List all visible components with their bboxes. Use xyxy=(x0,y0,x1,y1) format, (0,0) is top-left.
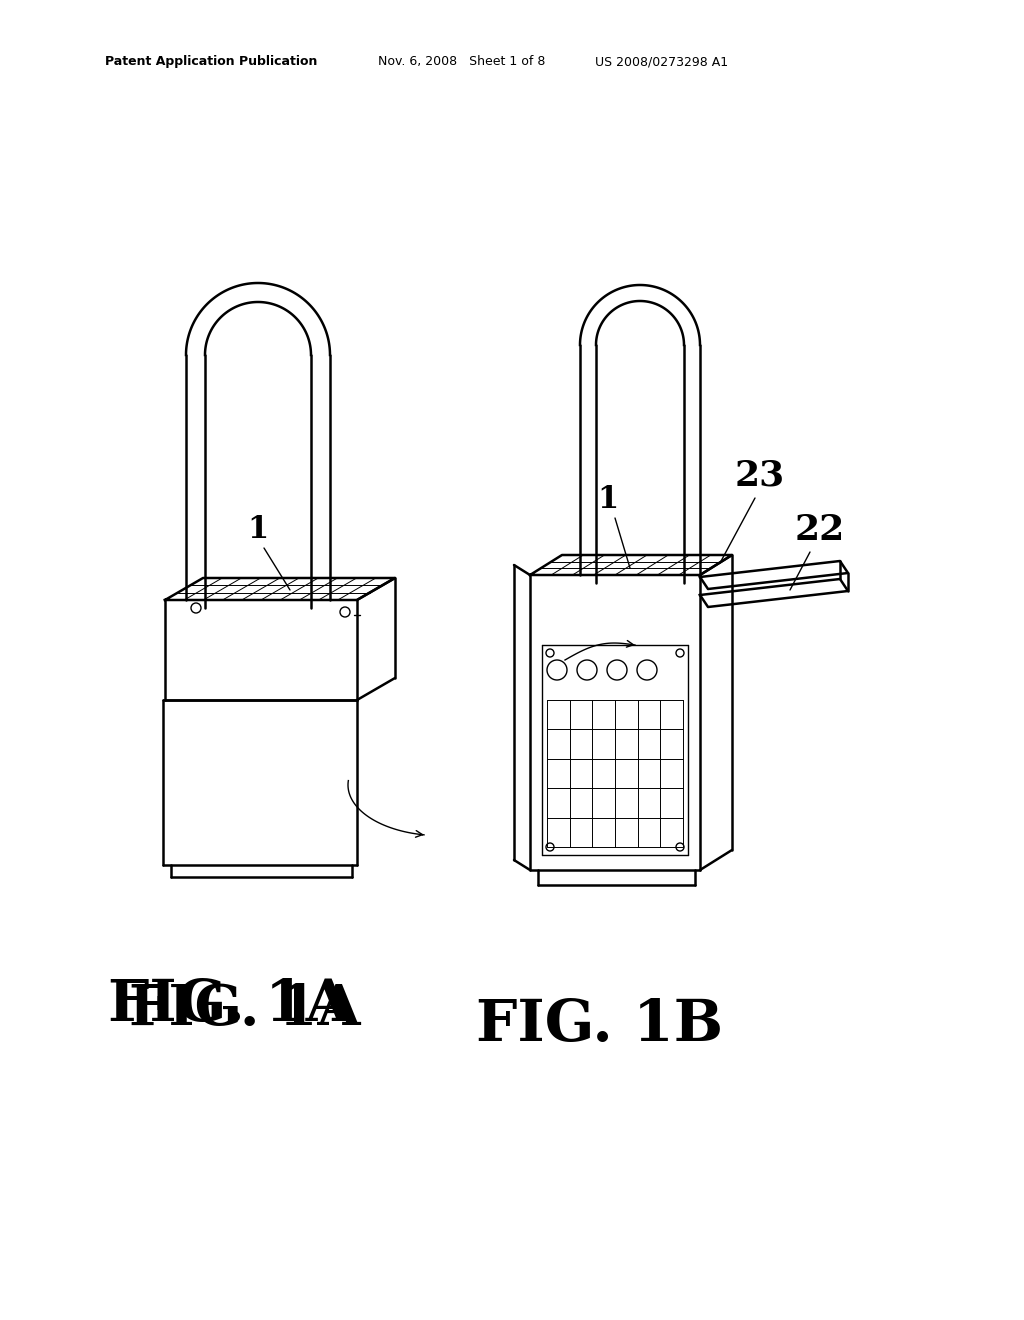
Text: 23: 23 xyxy=(735,458,785,492)
Text: 22: 22 xyxy=(795,513,845,546)
Text: FIG. 1A: FIG. 1A xyxy=(129,982,360,1038)
Text: 1: 1 xyxy=(597,484,618,516)
Text: Patent Application Publication: Patent Application Publication xyxy=(105,55,317,69)
Text: FIG. 1B: FIG. 1B xyxy=(476,997,724,1053)
Text: Nov. 6, 2008   Sheet 1 of 8: Nov. 6, 2008 Sheet 1 of 8 xyxy=(378,55,546,69)
Text: FIG. 1A: FIG. 1A xyxy=(109,977,351,1034)
Text: 1: 1 xyxy=(248,515,268,545)
Text: US 2008/0273298 A1: US 2008/0273298 A1 xyxy=(595,55,728,69)
